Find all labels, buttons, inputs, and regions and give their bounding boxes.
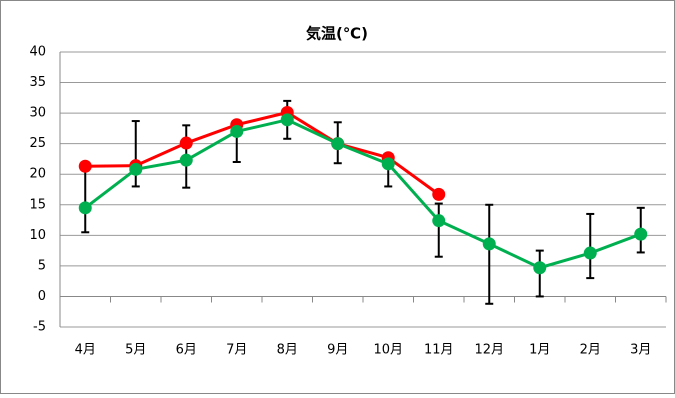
error-bar — [586, 212, 595, 280]
x-tick-label: 11月 — [424, 343, 454, 358]
data-point — [381, 157, 395, 171]
data-point — [331, 137, 345, 151]
series-line — [84, 118, 642, 270]
data-point — [482, 237, 496, 251]
y-tick-label: 30 — [29, 106, 46, 121]
data-point — [432, 214, 446, 228]
x-tick-label: 8月 — [277, 343, 298, 358]
y-tick-label: 0 — [38, 289, 46, 304]
data-point — [78, 159, 92, 173]
data-point — [634, 227, 648, 241]
y-tick-label: 5 — [38, 258, 46, 273]
data-point — [533, 261, 547, 275]
data-point — [78, 201, 92, 215]
data-point — [583, 246, 597, 260]
x-tick-label: 2月 — [580, 343, 601, 358]
x-tick-label: 5月 — [125, 343, 146, 358]
y-tick-label: 20 — [29, 167, 46, 182]
error-bar — [485, 203, 494, 305]
data-point — [280, 113, 294, 127]
data-point — [432, 187, 446, 201]
x-tick-label: 4月 — [75, 343, 96, 358]
error-bar — [434, 202, 443, 258]
y-tick-label: 35 — [29, 75, 46, 90]
x-tick-label: 6月 — [176, 343, 197, 358]
series-line — [85, 110, 440, 196]
x-tick-label: 9月 — [327, 343, 348, 358]
data-point — [179, 136, 193, 150]
y-tick-label: 25 — [29, 136, 46, 151]
data-point — [179, 153, 193, 167]
x-tick-label: 7月 — [226, 343, 247, 358]
y-tick-label: -5 — [33, 320, 46, 335]
x-tick-label: 3月 — [630, 343, 651, 358]
y-tick-label: 10 — [29, 228, 46, 243]
x-tick-label: 1月 — [529, 343, 550, 358]
data-point — [230, 124, 244, 138]
chart-title: 気温(℃) — [306, 25, 368, 43]
x-tick-label: 12月 — [474, 343, 504, 358]
y-tick-label: 40 — [29, 45, 46, 60]
data-point — [129, 162, 143, 176]
y-tick-label: 15 — [29, 197, 46, 212]
x-tick-label: 10月 — [373, 343, 403, 358]
